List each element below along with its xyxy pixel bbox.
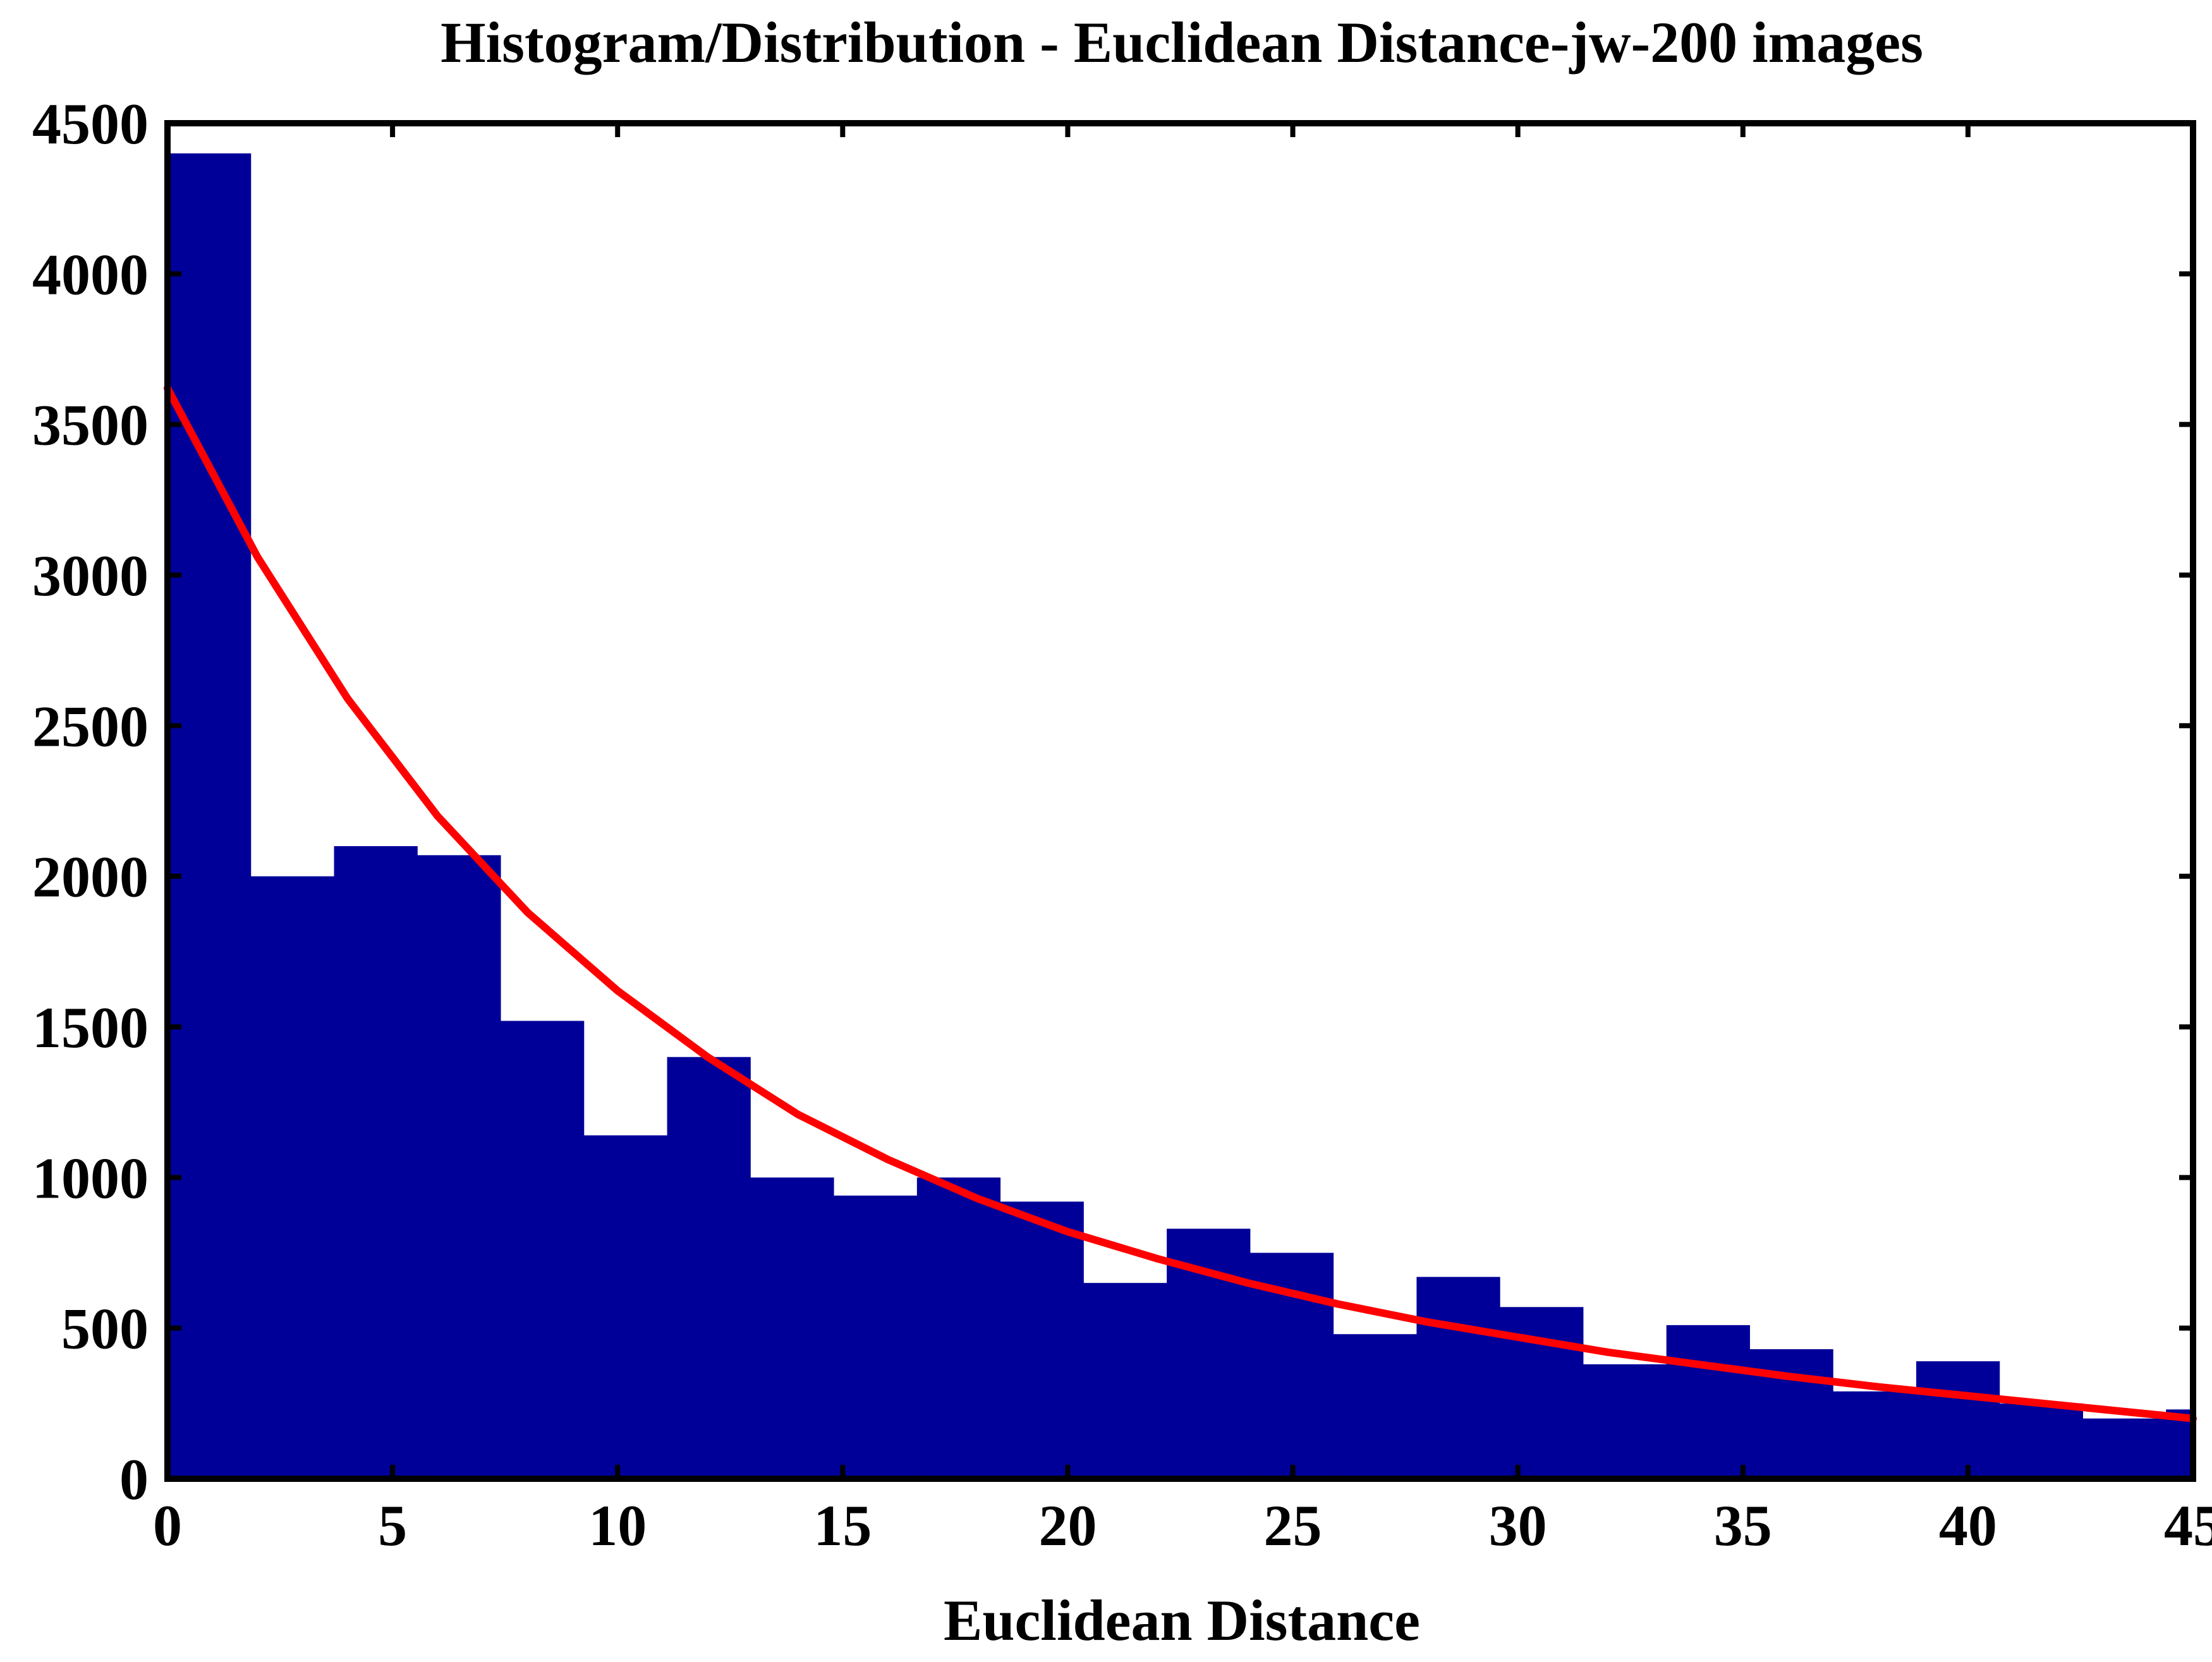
histogram-bar xyxy=(583,1135,668,1479)
x-tick-label: 30 xyxy=(1489,1493,1547,1558)
x-tick-label: 40 xyxy=(1939,1493,1997,1558)
y-tick-label: 3500 xyxy=(32,393,149,458)
fit-curve xyxy=(164,384,2197,1422)
y-tick-label: 500 xyxy=(61,1297,149,1361)
y-tick-label: 1000 xyxy=(32,1146,149,1210)
y-tick-label: 2000 xyxy=(32,845,149,909)
histogram-bar xyxy=(916,1177,1001,1479)
histogram-bar xyxy=(167,153,252,1479)
y-tick-label: 2500 xyxy=(32,694,149,758)
histogram-bar xyxy=(1333,1334,1417,1479)
histogram-bar xyxy=(1916,1361,2000,1479)
histogram-bar xyxy=(834,1195,918,1479)
x-tick-label: 10 xyxy=(588,1493,647,1558)
histogram-bar xyxy=(750,1177,834,1479)
histogram-bar xyxy=(667,1057,751,1479)
histogram-bar xyxy=(1666,1325,1750,1479)
histogram-bar xyxy=(250,876,335,1479)
x-tick-label: 20 xyxy=(1038,1493,1097,1558)
histogram-bar xyxy=(1583,1364,1667,1479)
histogram-bar xyxy=(501,1021,585,1479)
x-tick-label: 5 xyxy=(378,1493,407,1558)
y-tick-label: 3000 xyxy=(32,543,149,608)
histogram-bar xyxy=(2082,1418,2166,1479)
y-tick-label: 4000 xyxy=(32,242,149,306)
x-tick-label: 0 xyxy=(153,1493,182,1558)
histogram-bar xyxy=(1749,1349,1833,1479)
x-axis-label: Euclidean Distance xyxy=(944,1588,1420,1653)
histogram-bar xyxy=(1833,1391,1917,1479)
y-tick-label: 4500 xyxy=(32,92,149,156)
histogram-bar xyxy=(1999,1403,2084,1479)
fit-curve-layer xyxy=(164,384,2197,1422)
histogram-bar xyxy=(1000,1201,1084,1479)
axes: 0 5 10 15 20 25 30 35 40 45 0 500 1000 1500 2000 2500 30… xyxy=(32,92,2212,1558)
y-tick-label: 0 xyxy=(119,1447,149,1512)
histogram-bar xyxy=(417,855,501,1479)
x-tick-label: 35 xyxy=(1714,1493,1772,1558)
chart-title: Histogram/Distribution - Euclidean Dista… xyxy=(441,10,1923,75)
histogram-bar xyxy=(1416,1277,1500,1479)
histogram-bar xyxy=(334,846,418,1479)
histogram-bar xyxy=(1083,1283,1167,1479)
y-tick-label: 1500 xyxy=(32,995,149,1060)
x-tick-label: 45 xyxy=(2164,1493,2212,1558)
histogram-bars xyxy=(167,153,2194,1479)
plot-frame xyxy=(164,120,2196,1482)
x-tick-label: 25 xyxy=(1264,1493,1322,1558)
x-tick-label: 15 xyxy=(813,1493,872,1558)
